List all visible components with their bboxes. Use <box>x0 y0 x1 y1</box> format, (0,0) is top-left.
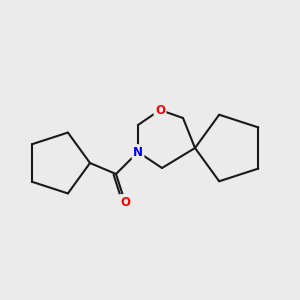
Text: N: N <box>133 146 143 158</box>
Text: O: O <box>120 196 130 208</box>
Text: O: O <box>155 103 165 116</box>
